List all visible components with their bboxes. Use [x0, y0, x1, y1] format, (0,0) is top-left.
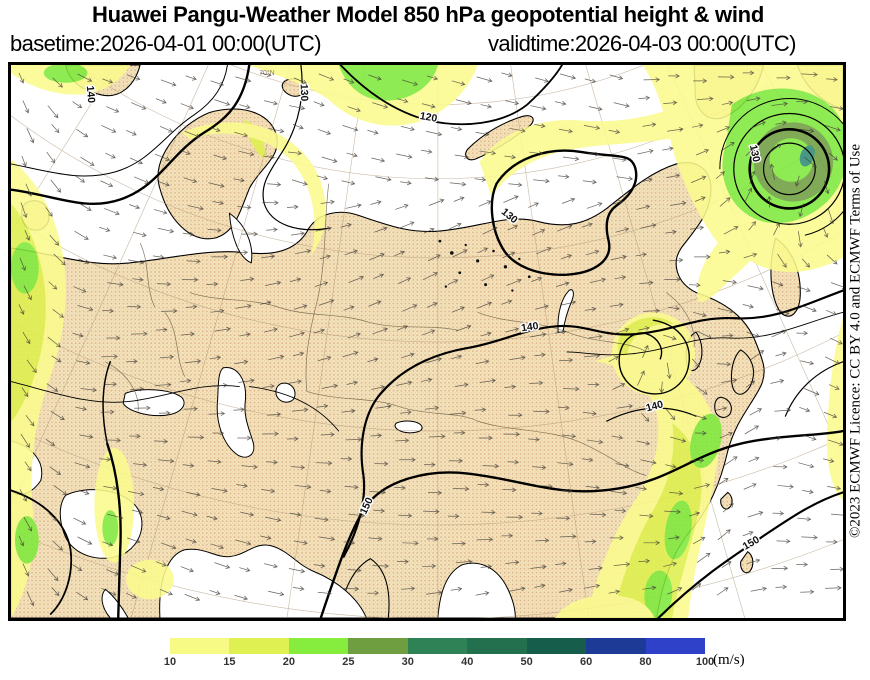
- contour-label: 140: [521, 321, 540, 334]
- page-title: Huawei Pangu-Weather Model 850 hPa geopo…: [92, 2, 764, 27]
- colorbar-segment: [229, 638, 289, 654]
- colorbar-segment: [288, 638, 349, 654]
- sea-bay-of-bengal: [437, 562, 516, 618]
- colorbar-tick: 15: [223, 656, 236, 668]
- graticule-label: 70°N: [259, 69, 274, 77]
- wind-shading: [11, 65, 843, 618]
- colorbar-segment: [586, 638, 646, 654]
- colorbar-tick: 50: [520, 656, 533, 668]
- colorbar-tick: 20: [282, 656, 295, 668]
- contour-label: 140: [84, 85, 97, 103]
- colorbar-tick: 100: [695, 656, 715, 668]
- colorbar-segment: [645, 638, 705, 654]
- sea-red: [101, 588, 129, 618]
- colorbar-segment: [526, 638, 587, 654]
- land-japan-south: [714, 396, 732, 418]
- wind-speed-colorbar: [170, 638, 705, 654]
- colorbar-segment: [170, 638, 230, 654]
- lake-balkhash: [394, 420, 423, 434]
- contour-label: 130: [747, 144, 761, 163]
- land-taiwan: [720, 491, 733, 510]
- basetime-label: basetime:2026-04-01 00:00(UTC): [10, 31, 322, 56]
- sea-arabian: [159, 544, 367, 618]
- lake-clutter: [438, 239, 531, 292]
- wind-arrows: [18, 70, 843, 607]
- sea-caspian: [216, 367, 255, 458]
- colorbar-tick: 10: [163, 656, 177, 668]
- colorbar-segment: [348, 638, 408, 654]
- colorbar-segment: [407, 638, 468, 654]
- land-philippines: [740, 551, 754, 574]
- map-frame: 120 130 130 130 140 140 140 150 150 70°N: [8, 62, 846, 621]
- land-masses: [11, 65, 843, 618]
- lake-baikal: [557, 289, 574, 333]
- colorbar-tick: 60: [579, 656, 593, 668]
- colorbar-tick: 40: [461, 656, 474, 668]
- colorbar-unit: (m/s): [713, 652, 745, 668]
- colorbar-segment: [467, 638, 527, 654]
- colorbar-tick: 30: [401, 656, 414, 668]
- validtime-label: validtime:2026-04-03 00:00(UTC): [488, 31, 796, 56]
- land-eurasia: [11, 162, 765, 618]
- land-japan: [730, 349, 754, 395]
- contour-label: 130: [298, 84, 310, 102]
- colorbar-tick: 80: [639, 656, 652, 668]
- wind-arrow-field: [18, 70, 843, 607]
- time-row: basetime:2026-04-01 00:00(UTC) validtime…: [0, 31, 870, 59]
- contour-label: 120: [419, 111, 438, 125]
- sea-aral: [275, 382, 296, 403]
- colorbar-ticks: 10 15 20 25 30 40 50 60 80 100: [164, 656, 714, 670]
- copyright-notice: ©2023 ECMWF Licence: CC BY 4.0 and ECMWF…: [847, 143, 864, 539]
- colorbar-tick: 25: [342, 656, 355, 668]
